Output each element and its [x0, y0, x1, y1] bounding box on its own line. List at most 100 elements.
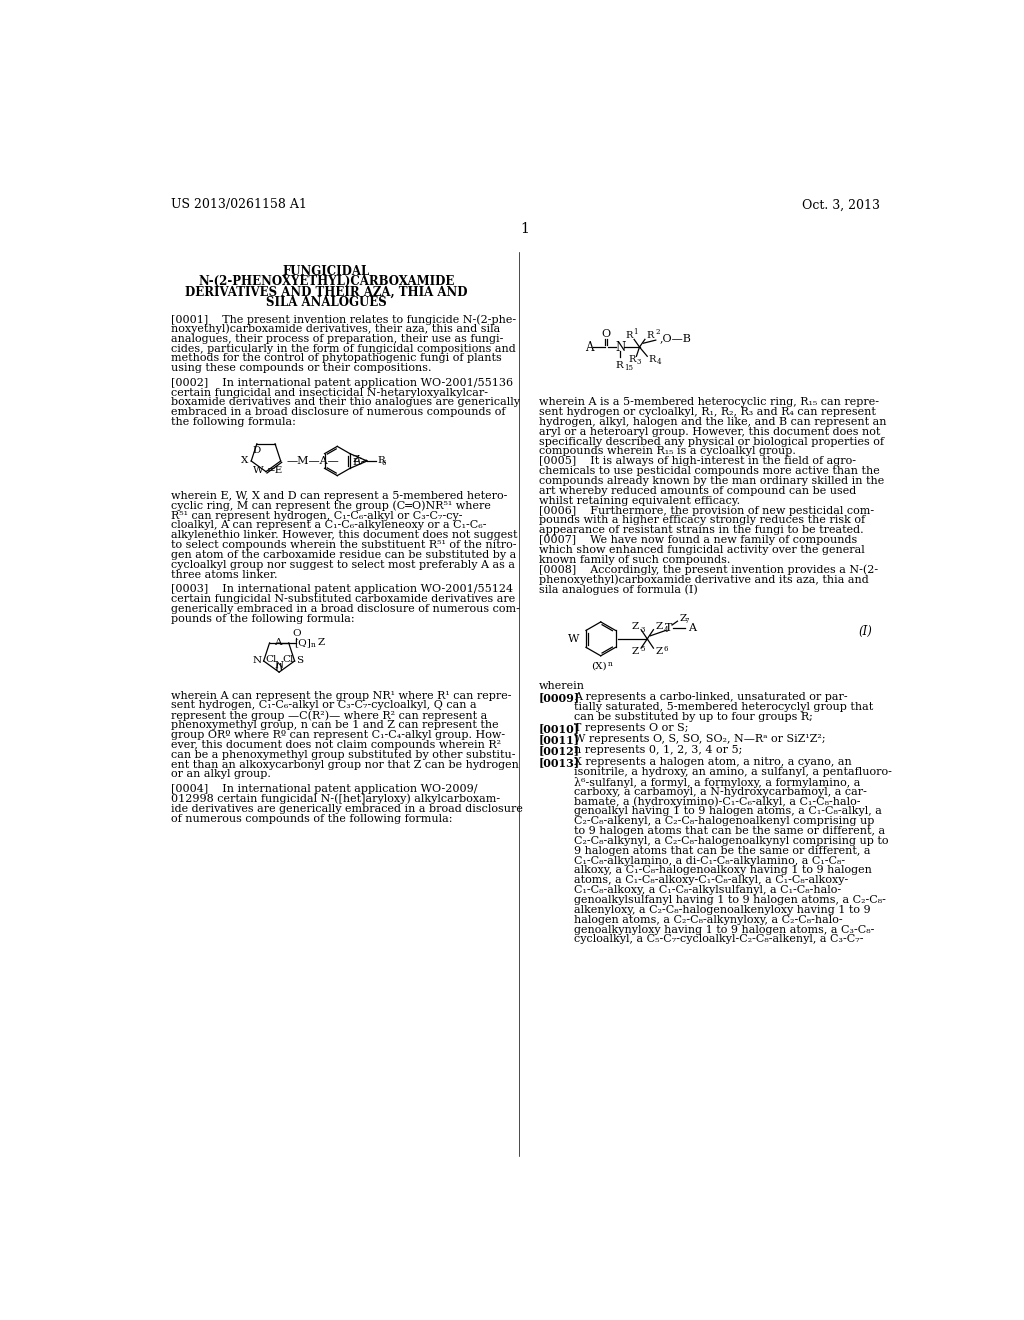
Text: ,O—B: ,O—B	[659, 333, 691, 343]
Text: 2: 2	[655, 329, 659, 337]
Text: S: S	[296, 656, 303, 665]
Text: 4: 4	[664, 626, 668, 634]
Text: Z: Z	[680, 614, 687, 623]
Text: W: W	[253, 466, 263, 475]
Text: O: O	[292, 630, 301, 638]
Text: cloalkyl, A can represent a C₁-C₆-alkyleneoxy or a C₁-C₆-: cloalkyl, A can represent a C₁-C₆-alkyle…	[171, 520, 486, 531]
Text: R: R	[648, 355, 655, 364]
Text: R: R	[377, 457, 385, 466]
Text: US 2013/0261158 A1: US 2013/0261158 A1	[171, 198, 306, 211]
Text: [0010]: [0010]	[539, 723, 580, 734]
Text: pounds with a higher efficacy strongly reduces the risk of: pounds with a higher efficacy strongly r…	[539, 515, 865, 525]
Text: analogues, their process of preparation, their use as fungi-: analogues, their process of preparation,…	[171, 334, 503, 343]
Text: [0001]    The present invention relates to fungicide N-(2-phe-: [0001] The present invention relates to …	[171, 314, 516, 325]
Text: boxamide derivatives and their thio analogues are generically: boxamide derivatives and their thio anal…	[171, 397, 519, 408]
Text: wherein A is a 5-membered heterocyclic ring, R₁₅ can repre-: wherein A is a 5-membered heterocyclic r…	[539, 397, 879, 407]
Text: [0009]: [0009]	[539, 692, 580, 704]
Text: n: n	[310, 642, 315, 649]
Text: (I): (I)	[858, 624, 872, 638]
Text: art whereby reduced amounts of compound can be used: art whereby reduced amounts of compound …	[539, 486, 856, 496]
Text: methods for the control of phytopathogenic fungi of plants: methods for the control of phytopathogen…	[171, 354, 502, 363]
Text: represent the group —C(R²)— where R² can represent a: represent the group —C(R²)— where R² can…	[171, 710, 486, 721]
Text: N: N	[615, 341, 626, 354]
Text: phenoxyethyl)carboxamide derivative and its aza, thia and: phenoxyethyl)carboxamide derivative and …	[539, 574, 868, 585]
Text: known family of such compounds.: known family of such compounds.	[539, 554, 730, 565]
Text: tially saturated, 5-membered heterocyclyl group that: tially saturated, 5-membered heterocycly…	[573, 702, 872, 711]
Text: [0005]    It is always of high-interest in the field of agro-: [0005] It is always of high-interest in …	[539, 457, 856, 466]
Text: genoalkylsulfanyl having 1 to 9 halogen atoms, a C₂-C₈-: genoalkylsulfanyl having 1 to 9 halogen …	[573, 895, 886, 906]
Text: ent than an alkoxycarbonyl group nor that Z can be hydrogen: ent than an alkoxycarbonyl group nor tha…	[171, 759, 518, 770]
Text: R: R	[625, 331, 633, 341]
Text: 7: 7	[684, 618, 689, 626]
Text: can be a phenoxymethyl group substituted by other substitu-: can be a phenoxymethyl group substituted…	[171, 750, 515, 760]
Text: [0012]: [0012]	[539, 744, 580, 755]
Text: R⁵¹ can represent hydrogen, C₁-C₆-alkyl or C₃-C₇-cy-: R⁵¹ can represent hydrogen, C₁-C₆-alkyl …	[171, 511, 462, 520]
Text: A: A	[274, 639, 282, 647]
Text: C₁-C₈-alkylamino, a di-C₁-C₈-alkylamino, a C₁-C₈-: C₁-C₈-alkylamino, a di-C₁-C₈-alkylamino,…	[573, 855, 845, 866]
Text: phenoxymethyl group, n can be 1 and Z can represent the: phenoxymethyl group, n can be 1 and Z ca…	[171, 721, 499, 730]
Text: DERIVATIVES AND THEIR AZA, THIA AND: DERIVATIVES AND THEIR AZA, THIA AND	[185, 285, 468, 298]
Text: n: n	[607, 660, 612, 668]
Text: [0006]    Furthermore, the provision of new pesticidal com-: [0006] Furthermore, the provision of new…	[539, 506, 873, 516]
Text: can be substituted by up to four groups R;: can be substituted by up to four groups …	[573, 711, 812, 722]
Text: R: R	[647, 331, 654, 341]
Text: Z: Z	[632, 622, 639, 631]
Text: specifically described any physical or biological properties of: specifically described any physical or b…	[539, 437, 884, 446]
Text: R: R	[615, 360, 624, 370]
Text: alkoxy, a C₁-C₈-halogenoalkoxy having 1 to 9 halogen: alkoxy, a C₁-C₈-halogenoalkoxy having 1 …	[573, 866, 871, 875]
Text: Z: Z	[655, 647, 663, 656]
Text: A represents a carbo-linked, unsaturated or par-: A represents a carbo-linked, unsaturated…	[573, 692, 847, 702]
Text: alkenyloxy, a C₂-C₈-halogenoalkenyloxy having 1 to 9: alkenyloxy, a C₂-C₈-halogenoalkenyloxy h…	[573, 904, 870, 915]
Text: SILA ANALOGUES: SILA ANALOGUES	[266, 296, 387, 309]
Text: or an alkyl group.: or an alkyl group.	[171, 770, 270, 780]
Text: [Q]: [Q]	[294, 639, 311, 647]
Text: cycloalkyl, a C₅-C₇-cycloalkyl-C₂-C₈-alkenyl, a C₃-C₇-: cycloalkyl, a C₅-C₇-cycloalkyl-C₂-C₈-alk…	[573, 935, 863, 944]
Text: 3: 3	[636, 359, 641, 367]
Text: Z: Z	[352, 454, 359, 463]
Text: —M—A—: —M—A—	[286, 455, 339, 466]
Text: compounds wherein R₁₅ is a cycloalkyl group.: compounds wherein R₁₅ is a cycloalkyl gr…	[539, 446, 796, 457]
Text: ever, this document does not claim compounds wherein R²: ever, this document does not claim compo…	[171, 741, 501, 750]
Text: hydrogen, alkyl, halogen and the like, and B can represent an: hydrogen, alkyl, halogen and the like, a…	[539, 417, 886, 426]
Text: R: R	[628, 355, 636, 364]
Text: W: W	[567, 634, 579, 644]
Text: embraced in a broad disclosure of numerous compounds of: embraced in a broad disclosure of numero…	[171, 408, 505, 417]
Text: sent hydrogen or cycloalkyl, R₁, R₂, R₃ and R₄ can represent: sent hydrogen or cycloalkyl, R₁, R₂, R₃ …	[539, 407, 876, 417]
Text: cycloalkyl group nor suggest to select most preferably A as a: cycloalkyl group nor suggest to select m…	[171, 560, 515, 570]
Text: A: A	[688, 623, 696, 634]
Text: N: N	[253, 656, 262, 665]
Text: cyclic ring, M can represent the group (C═O)NR⁵¹ where: cyclic ring, M can represent the group (…	[171, 500, 490, 511]
Text: FUNGICIDAL: FUNGICIDAL	[283, 264, 370, 277]
Text: certain fungicidal N-substituted carboxamide derivatives are: certain fungicidal N-substituted carboxa…	[171, 594, 515, 605]
Text: isonitrile, a hydroxy, an amino, a sulfanyl, a pentafluoro-: isonitrile, a hydroxy, an amino, a sulfa…	[573, 767, 892, 777]
Text: to select compounds wherein the substituent R⁵¹ of the nitro-: to select compounds wherein the substitu…	[171, 540, 516, 550]
Text: [0013]: [0013]	[539, 756, 580, 768]
Text: carboxy, a carbamoyl, a N-hydroxycarbamoyl, a car-: carboxy, a carbamoyl, a N-hydroxycarbamo…	[573, 787, 866, 796]
Text: 6: 6	[664, 645, 668, 653]
Text: X: X	[241, 457, 248, 466]
Text: three atoms linker.: three atoms linker.	[171, 570, 278, 579]
Text: D: D	[253, 446, 261, 455]
Text: using these compounds or their compositions.: using these compounds or their compositi…	[171, 363, 431, 374]
Text: the following formula:: the following formula:	[171, 417, 296, 428]
Text: Z: Z	[655, 622, 663, 631]
Text: atoms, a C₁-C₈-alkoxy-C₁-C₈-alkyl, a C₁-C₈-alkoxy-: atoms, a C₁-C₈-alkoxy-C₁-C₈-alkyl, a C₁-…	[573, 875, 848, 886]
Text: noxyethyl)carboxamide derivatives, their aza, this and sila: noxyethyl)carboxamide derivatives, their…	[171, 323, 500, 334]
Text: wherein A can represent the group NR¹ where R¹ can repre-: wherein A can represent the group NR¹ wh…	[171, 690, 511, 701]
Text: wherein E, W, X and D can represent a 5-membered hetero-: wherein E, W, X and D can represent a 5-…	[171, 491, 507, 500]
Text: [0003]    In international patent application WO-2001/55124: [0003] In international patent applicati…	[171, 585, 513, 594]
Text: 5: 5	[640, 645, 645, 653]
Text: sent hydrogen, C₁-C₆-alkyl or C₃-C₇-cycloalkyl, Q can a: sent hydrogen, C₁-C₆-alkyl or C₃-C₇-cycl…	[171, 701, 476, 710]
Text: (X): (X)	[592, 663, 607, 671]
Text: Oct. 3, 2013: Oct. 3, 2013	[802, 198, 880, 211]
Text: [0008]    Accordingly, the present invention provides a N-(2-: [0008] Accordingly, the present inventio…	[539, 565, 878, 576]
Text: 012998 certain fungicidal N-([het]aryloxy) alkylcarboxam-: 012998 certain fungicidal N-([het]arylox…	[171, 793, 500, 804]
Text: X represents a halogen atom, a nitro, a cyano, an: X represents a halogen atom, a nitro, a …	[573, 756, 851, 767]
Text: 4: 4	[656, 359, 662, 367]
Text: Cl: Cl	[282, 655, 293, 664]
Text: [0011]: [0011]	[539, 734, 580, 744]
Text: Z: Z	[317, 639, 325, 647]
Text: 15: 15	[624, 364, 633, 372]
Text: group ORº where Rº can represent C₁-C₄-alkyl group. How-: group ORº where Rº can represent C₁-C₄-a…	[171, 730, 505, 741]
Text: λ⁶-sulfanyl, a formyl, a formyloxy, a formylamino, a: λ⁶-sulfanyl, a formyl, a formyloxy, a fo…	[573, 776, 860, 788]
